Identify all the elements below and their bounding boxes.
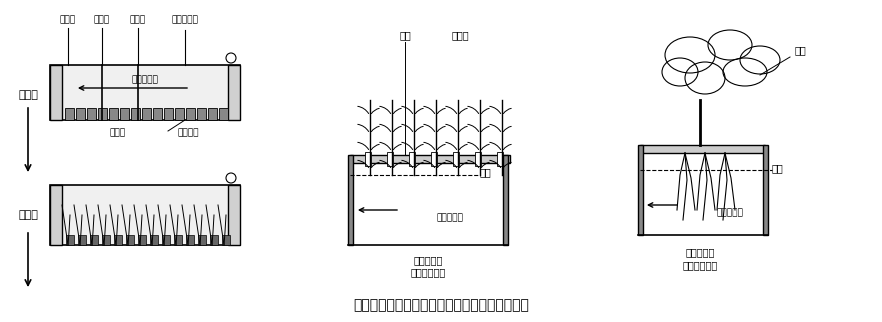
Bar — [409, 152, 415, 166]
Bar — [453, 152, 459, 166]
Bar — [365, 152, 371, 166]
Text: 養液の流れ: 養液の流れ — [131, 75, 159, 84]
Text: 水面: 水面 — [772, 163, 784, 173]
Bar — [174, 235, 182, 245]
Bar — [66, 235, 74, 245]
Bar — [50, 65, 240, 120]
Bar — [78, 235, 86, 245]
Text: 水面: 水面 — [480, 167, 492, 177]
Bar — [164, 108, 173, 120]
Bar — [503, 155, 508, 245]
Bar — [497, 152, 503, 166]
Bar — [50, 185, 240, 245]
Bar — [142, 108, 151, 120]
Bar — [50, 65, 62, 120]
Bar — [126, 235, 134, 245]
Bar — [153, 108, 162, 120]
Bar — [162, 235, 170, 245]
Bar — [98, 108, 107, 120]
Text: 完成時: 完成時 — [18, 210, 38, 220]
Text: 養液噴出部: 養液噴出部 — [172, 15, 198, 24]
Bar — [131, 108, 140, 120]
Bar — [109, 108, 118, 120]
Bar — [50, 185, 62, 245]
Bar — [640, 145, 765, 153]
Text: 養液の流れ: 養液の流れ — [437, 213, 463, 223]
Bar — [114, 235, 122, 245]
Bar — [198, 235, 206, 245]
Bar — [475, 152, 481, 166]
Text: 水稲種子: 水稲種子 — [177, 128, 198, 137]
Bar — [90, 235, 98, 245]
Bar — [348, 155, 353, 245]
Bar — [138, 235, 146, 245]
Text: 播種時: 播種時 — [18, 90, 38, 100]
Bar — [387, 152, 393, 166]
Text: 養液の流れ: 養液の流れ — [716, 209, 744, 217]
Bar — [76, 108, 85, 120]
Bar — [228, 185, 240, 245]
Bar — [208, 108, 217, 120]
Bar — [228, 65, 240, 120]
Bar — [763, 145, 768, 235]
Text: 果菜類栽培時: 果菜類栽培時 — [683, 260, 718, 270]
Text: 育苗槽: 育苗槽 — [110, 128, 126, 137]
Text: 葉菜類栽培時: 葉菜類栽培時 — [410, 267, 445, 277]
Text: 育苗槽底面: 育苗槽底面 — [685, 247, 714, 257]
Bar — [87, 108, 96, 120]
Bar — [210, 235, 218, 245]
Bar — [186, 108, 195, 120]
Bar — [65, 108, 74, 120]
Bar — [638, 145, 643, 235]
Text: 上流堰: 上流堰 — [130, 15, 146, 24]
Bar — [102, 235, 110, 245]
Bar — [120, 108, 129, 120]
Bar — [175, 108, 184, 120]
Bar — [150, 235, 158, 245]
Text: 種子: 種子 — [794, 45, 806, 55]
Bar — [350, 155, 510, 163]
Bar — [431, 152, 437, 166]
Bar — [219, 108, 228, 120]
Text: 排出部: 排出部 — [60, 15, 76, 24]
Text: 育苗槽底面: 育苗槽底面 — [414, 255, 443, 265]
Bar — [197, 108, 206, 120]
Text: 種子: 種子 — [400, 30, 411, 40]
Text: 図２　水耕方式による水稲育苗および野菜栽培: 図２ 水耕方式による水稲育苗および野菜栽培 — [353, 298, 529, 312]
Bar — [222, 235, 230, 245]
Bar — [186, 235, 194, 245]
Text: 下流堰: 下流堰 — [94, 15, 110, 24]
Text: 支持板: 支持板 — [452, 30, 469, 40]
